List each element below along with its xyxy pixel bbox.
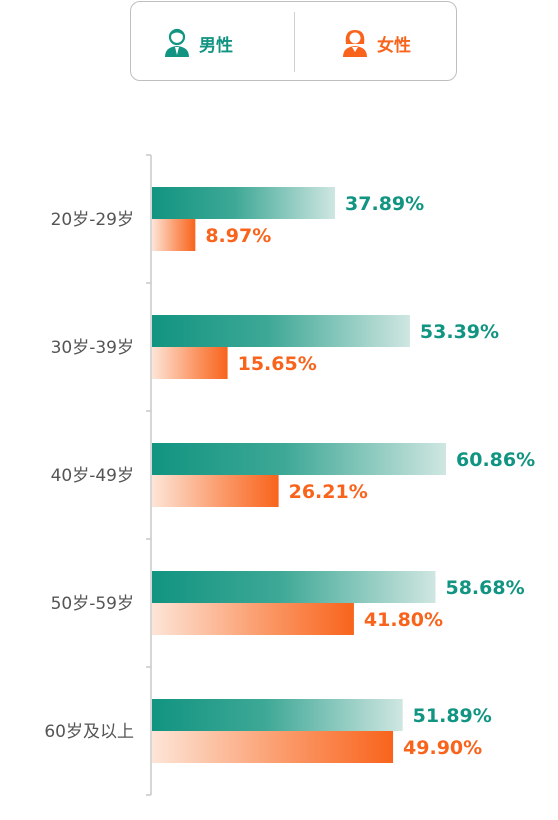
bar-male bbox=[152, 315, 410, 347]
bar-male bbox=[152, 443, 446, 475]
value-label-male: 53.39% bbox=[420, 321, 499, 343]
bar-female bbox=[152, 475, 279, 507]
category-label: 40岁-49岁 bbox=[51, 466, 134, 486]
category-label: 50岁-59岁 bbox=[51, 594, 134, 614]
legend-label-male: 男性 bbox=[199, 35, 233, 56]
bar-female bbox=[152, 219, 196, 251]
category-label: 30岁-39岁 bbox=[51, 338, 134, 358]
category-label: 60岁及以上 bbox=[44, 722, 134, 742]
value-label-female: 8.97% bbox=[205, 225, 271, 247]
bar-male bbox=[152, 571, 436, 603]
bar-female bbox=[152, 347, 228, 379]
bar-male bbox=[152, 699, 403, 731]
value-label-female: 41.80% bbox=[364, 609, 443, 631]
value-label-male: 58.68% bbox=[445, 577, 524, 599]
value-label-male: 60.86% bbox=[456, 449, 535, 471]
value-label-female: 49.90% bbox=[403, 737, 482, 759]
male-person-icon bbox=[165, 28, 189, 57]
legend-item-male: 男性 bbox=[163, 26, 233, 60]
legend-divider bbox=[294, 12, 295, 72]
category-label: 20岁-29岁 bbox=[51, 210, 134, 230]
value-label-male: 37.89% bbox=[345, 193, 424, 215]
female-person-icon bbox=[343, 30, 367, 57]
legend-label-female: 女性 bbox=[377, 35, 411, 56]
legend: 男性 女性 bbox=[130, 1, 457, 81]
value-label-male: 51.89% bbox=[413, 705, 492, 727]
value-label-female: 26.21% bbox=[289, 481, 368, 503]
value-label-female: 15.65% bbox=[238, 353, 317, 375]
legend-item-female: 女性 bbox=[341, 26, 411, 60]
bar-female bbox=[152, 731, 394, 763]
bar-female bbox=[152, 603, 354, 635]
bar-male bbox=[152, 187, 336, 219]
